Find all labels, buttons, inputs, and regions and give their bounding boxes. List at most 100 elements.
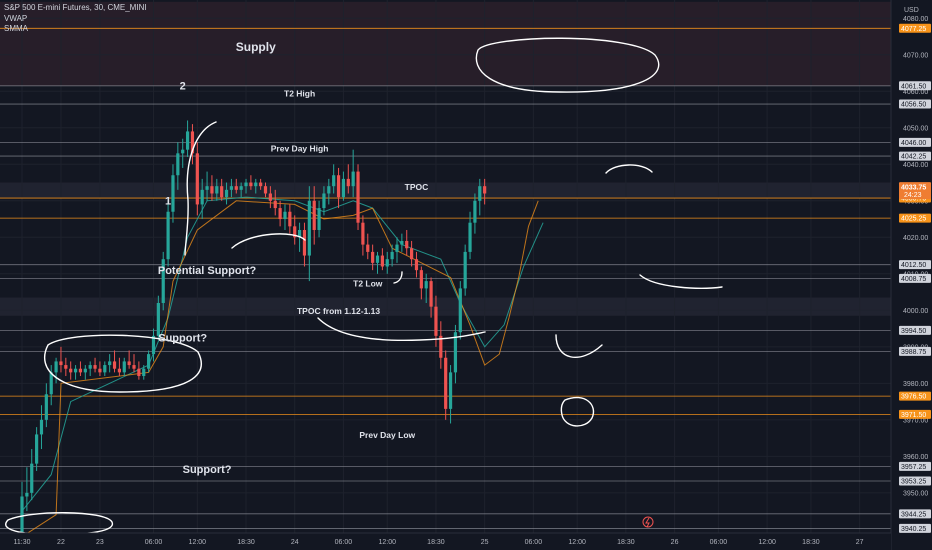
candle-body[interactable] — [336, 175, 341, 198]
supply-circle[interactable] — [475, 37, 660, 93]
vwap-line[interactable] — [21, 200, 539, 538]
candle-body[interactable] — [458, 288, 462, 333]
level-price-tag[interactable] — [899, 213, 931, 223]
candle-body[interactable] — [69, 368, 73, 373]
candle-body[interactable] — [127, 361, 131, 366]
candle-body[interactable] — [64, 365, 68, 369]
bottom-left-circle[interactable] — [5, 512, 113, 536]
candle-body[interactable] — [181, 149, 185, 154]
candle-body[interactable] — [59, 361, 63, 366]
candle-body[interactable] — [463, 251, 467, 289]
candle-body[interactable] — [293, 226, 297, 238]
candle-body[interactable] — [215, 186, 219, 194]
level-price-tag[interactable] — [899, 409, 931, 419]
candle-body[interactable] — [132, 365, 136, 369]
candle-body[interactable] — [142, 368, 146, 377]
candle-body[interactable] — [35, 434, 39, 464]
candle-body[interactable] — [185, 131, 190, 150]
candle-body[interactable] — [278, 208, 282, 220]
level-price-tag[interactable] — [899, 273, 931, 283]
candle-body[interactable] — [176, 153, 180, 176]
level-price-tag[interactable] — [899, 151, 931, 161]
candle-body[interactable] — [448, 372, 453, 409]
candle-body[interactable] — [244, 182, 248, 187]
candle-body[interactable] — [395, 244, 399, 252]
support-curve-mid[interactable] — [317, 317, 486, 342]
candle-body[interactable] — [327, 186, 331, 194]
candle-body[interactable] — [161, 259, 165, 304]
candle-body[interactable] — [414, 259, 419, 271]
candle-body[interactable] — [39, 419, 44, 435]
level-price-tag[interactable] — [899, 325, 931, 335]
level-price-tag[interactable] — [899, 523, 931, 533]
vwap-indicator-label[interactable]: VWAP — [4, 13, 28, 23]
candle-body[interactable] — [429, 281, 433, 307]
candle-body[interactable] — [49, 372, 53, 395]
candle-body[interactable] — [419, 270, 423, 289]
candle-body[interactable] — [108, 361, 112, 366]
candle-body[interactable] — [93, 365, 97, 369]
candle-body[interactable] — [234, 186, 238, 190]
candle-body[interactable] — [473, 200, 477, 223]
potential-support-curve[interactable] — [231, 233, 306, 249]
candle-body[interactable] — [137, 368, 141, 377]
candle-body[interactable] — [439, 335, 443, 358]
candle-body[interactable] — [117, 368, 121, 373]
candle-body[interactable] — [98, 368, 102, 373]
level-price-tag[interactable] — [899, 476, 931, 486]
alert-icon[interactable] — [642, 516, 654, 528]
candle-body[interactable] — [366, 244, 370, 252]
level-price-tag[interactable] — [899, 260, 931, 270]
level-price-tag[interactable] — [899, 461, 931, 471]
candle-body[interactable] — [205, 186, 209, 190]
candle-body[interactable] — [410, 248, 414, 260]
candle-body[interactable] — [224, 189, 229, 198]
level-price-tag[interactable] — [899, 81, 931, 91]
candle-body[interactable] — [478, 186, 482, 201]
candle-body[interactable] — [483, 186, 487, 194]
candle-body[interactable] — [307, 200, 311, 256]
candle-body[interactable] — [356, 171, 360, 223]
candle-body[interactable] — [259, 182, 263, 187]
candle-body[interactable] — [200, 189, 204, 205]
last-price-tag[interactable] — [899, 182, 931, 200]
level-price-tag[interactable] — [899, 99, 931, 109]
candle-body[interactable] — [151, 335, 156, 355]
candle-body[interactable] — [424, 281, 428, 289]
candle-body[interactable] — [30, 463, 34, 493]
level-price-tag[interactable] — [899, 391, 931, 401]
candle-body[interactable] — [166, 211, 170, 260]
candle-body[interactable] — [249, 182, 253, 187]
level-price-tag[interactable] — [899, 346, 931, 356]
candle-body[interactable] — [210, 186, 214, 194]
candle-body[interactable] — [254, 182, 258, 187]
candle-body[interactable] — [283, 211, 287, 220]
wave-bracket-left[interactable] — [184, 121, 217, 256]
candle-body[interactable] — [405, 240, 409, 249]
bottom-curve[interactable] — [555, 334, 603, 358]
candle-body[interactable] — [20, 496, 24, 541]
candle-body[interactable] — [346, 178, 350, 187]
candle-body[interactable] — [195, 153, 199, 205]
candle-body[interactable] — [78, 368, 83, 373]
level-price-tag[interactable] — [899, 509, 931, 519]
candle-body[interactable] — [468, 222, 472, 252]
candle-body[interactable] — [302, 229, 307, 256]
candle-body[interactable] — [444, 357, 448, 409]
candle-body[interactable] — [44, 394, 48, 420]
candle-body[interactable] — [147, 354, 151, 369]
level-price-tag[interactable] — [899, 137, 931, 147]
candle-body[interactable] — [122, 361, 126, 373]
consolidation-circle[interactable] — [43, 334, 202, 393]
candle-body[interactable] — [317, 208, 321, 230]
candle-body[interactable] — [88, 365, 92, 369]
candle-body[interactable] — [400, 240, 404, 245]
candle-body[interactable] — [351, 171, 355, 187]
candle-body[interactable] — [54, 361, 58, 373]
candle-body[interactable] — [453, 332, 458, 373]
candle-body[interactable] — [268, 193, 272, 201]
candle-body[interactable] — [190, 131, 195, 154]
candle-body[interactable] — [312, 200, 316, 230]
